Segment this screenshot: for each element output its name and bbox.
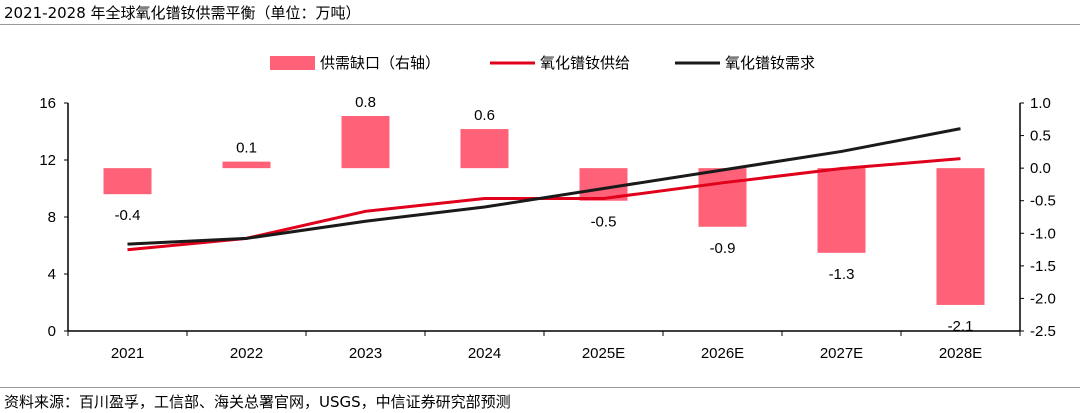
- right-tick-label: -0.5: [1030, 193, 1056, 210]
- legend-label: 氧化镨钕需求: [725, 54, 815, 72]
- left-tick-label: 4: [48, 266, 56, 283]
- right-tick-label: -2.0: [1030, 290, 1056, 307]
- x-tick-label: 2024: [468, 345, 501, 362]
- bar-data-label: 0.6: [474, 107, 495, 124]
- left-tick-label: 0: [48, 323, 56, 340]
- bar-data-label: -0.9: [710, 240, 736, 257]
- line-demand: [127, 127, 961, 246]
- legend-label: 氧化镨钕供给: [540, 54, 630, 72]
- bar: [698, 168, 747, 227]
- bar: [817, 168, 866, 253]
- bar-data-label: -0.4: [115, 207, 141, 224]
- left-tick-label: 12: [39, 152, 56, 169]
- source-note: 资料来源：百川盈孚，工信部、海关总署官网，USGS，中信证券研究部预测: [4, 393, 511, 411]
- legend-label: 供需缺口（右轴）: [320, 54, 440, 72]
- right-tick-label: 0.0: [1030, 160, 1051, 177]
- x-tick-label: 2021: [111, 345, 144, 362]
- bar: [460, 129, 509, 169]
- right-tick-label: 0.5: [1030, 128, 1051, 145]
- left-tick-label: 16: [39, 95, 56, 112]
- x-tick-label: 2025E: [582, 345, 625, 362]
- divider: [0, 24, 1080, 25]
- legend-swatch: [270, 56, 315, 70]
- bar-data-label: -1.3: [829, 266, 855, 283]
- bar-data-label: -2.1: [948, 318, 974, 335]
- right-tick-label: -2.5: [1030, 323, 1056, 340]
- right-tick-label: -1.0: [1030, 225, 1056, 242]
- bar-data-label: 0.1: [236, 140, 257, 157]
- bar: [936, 168, 985, 305]
- x-tick-label: 2027E: [820, 345, 863, 362]
- bar-data-label: -0.5: [591, 214, 617, 231]
- chart-title: 2021-2028 年全球氧化镨钕供需平衡（单位：万吨）: [4, 4, 361, 22]
- left-tick-label: 8: [48, 209, 56, 226]
- bar-data-label: 0.8: [355, 94, 376, 111]
- divider: [0, 387, 1080, 388]
- x-tick-label: 2022: [230, 345, 263, 362]
- bar: [341, 116, 390, 169]
- bar: [222, 161, 271, 169]
- x-tick-label: 2028E: [939, 345, 982, 362]
- right-tick-label: 1.0: [1030, 95, 1051, 112]
- right-tick-label: -1.5: [1030, 258, 1056, 275]
- x-tick-label: 2026E: [701, 345, 744, 362]
- x-tick-label: 2023: [349, 345, 382, 362]
- bar: [103, 168, 152, 195]
